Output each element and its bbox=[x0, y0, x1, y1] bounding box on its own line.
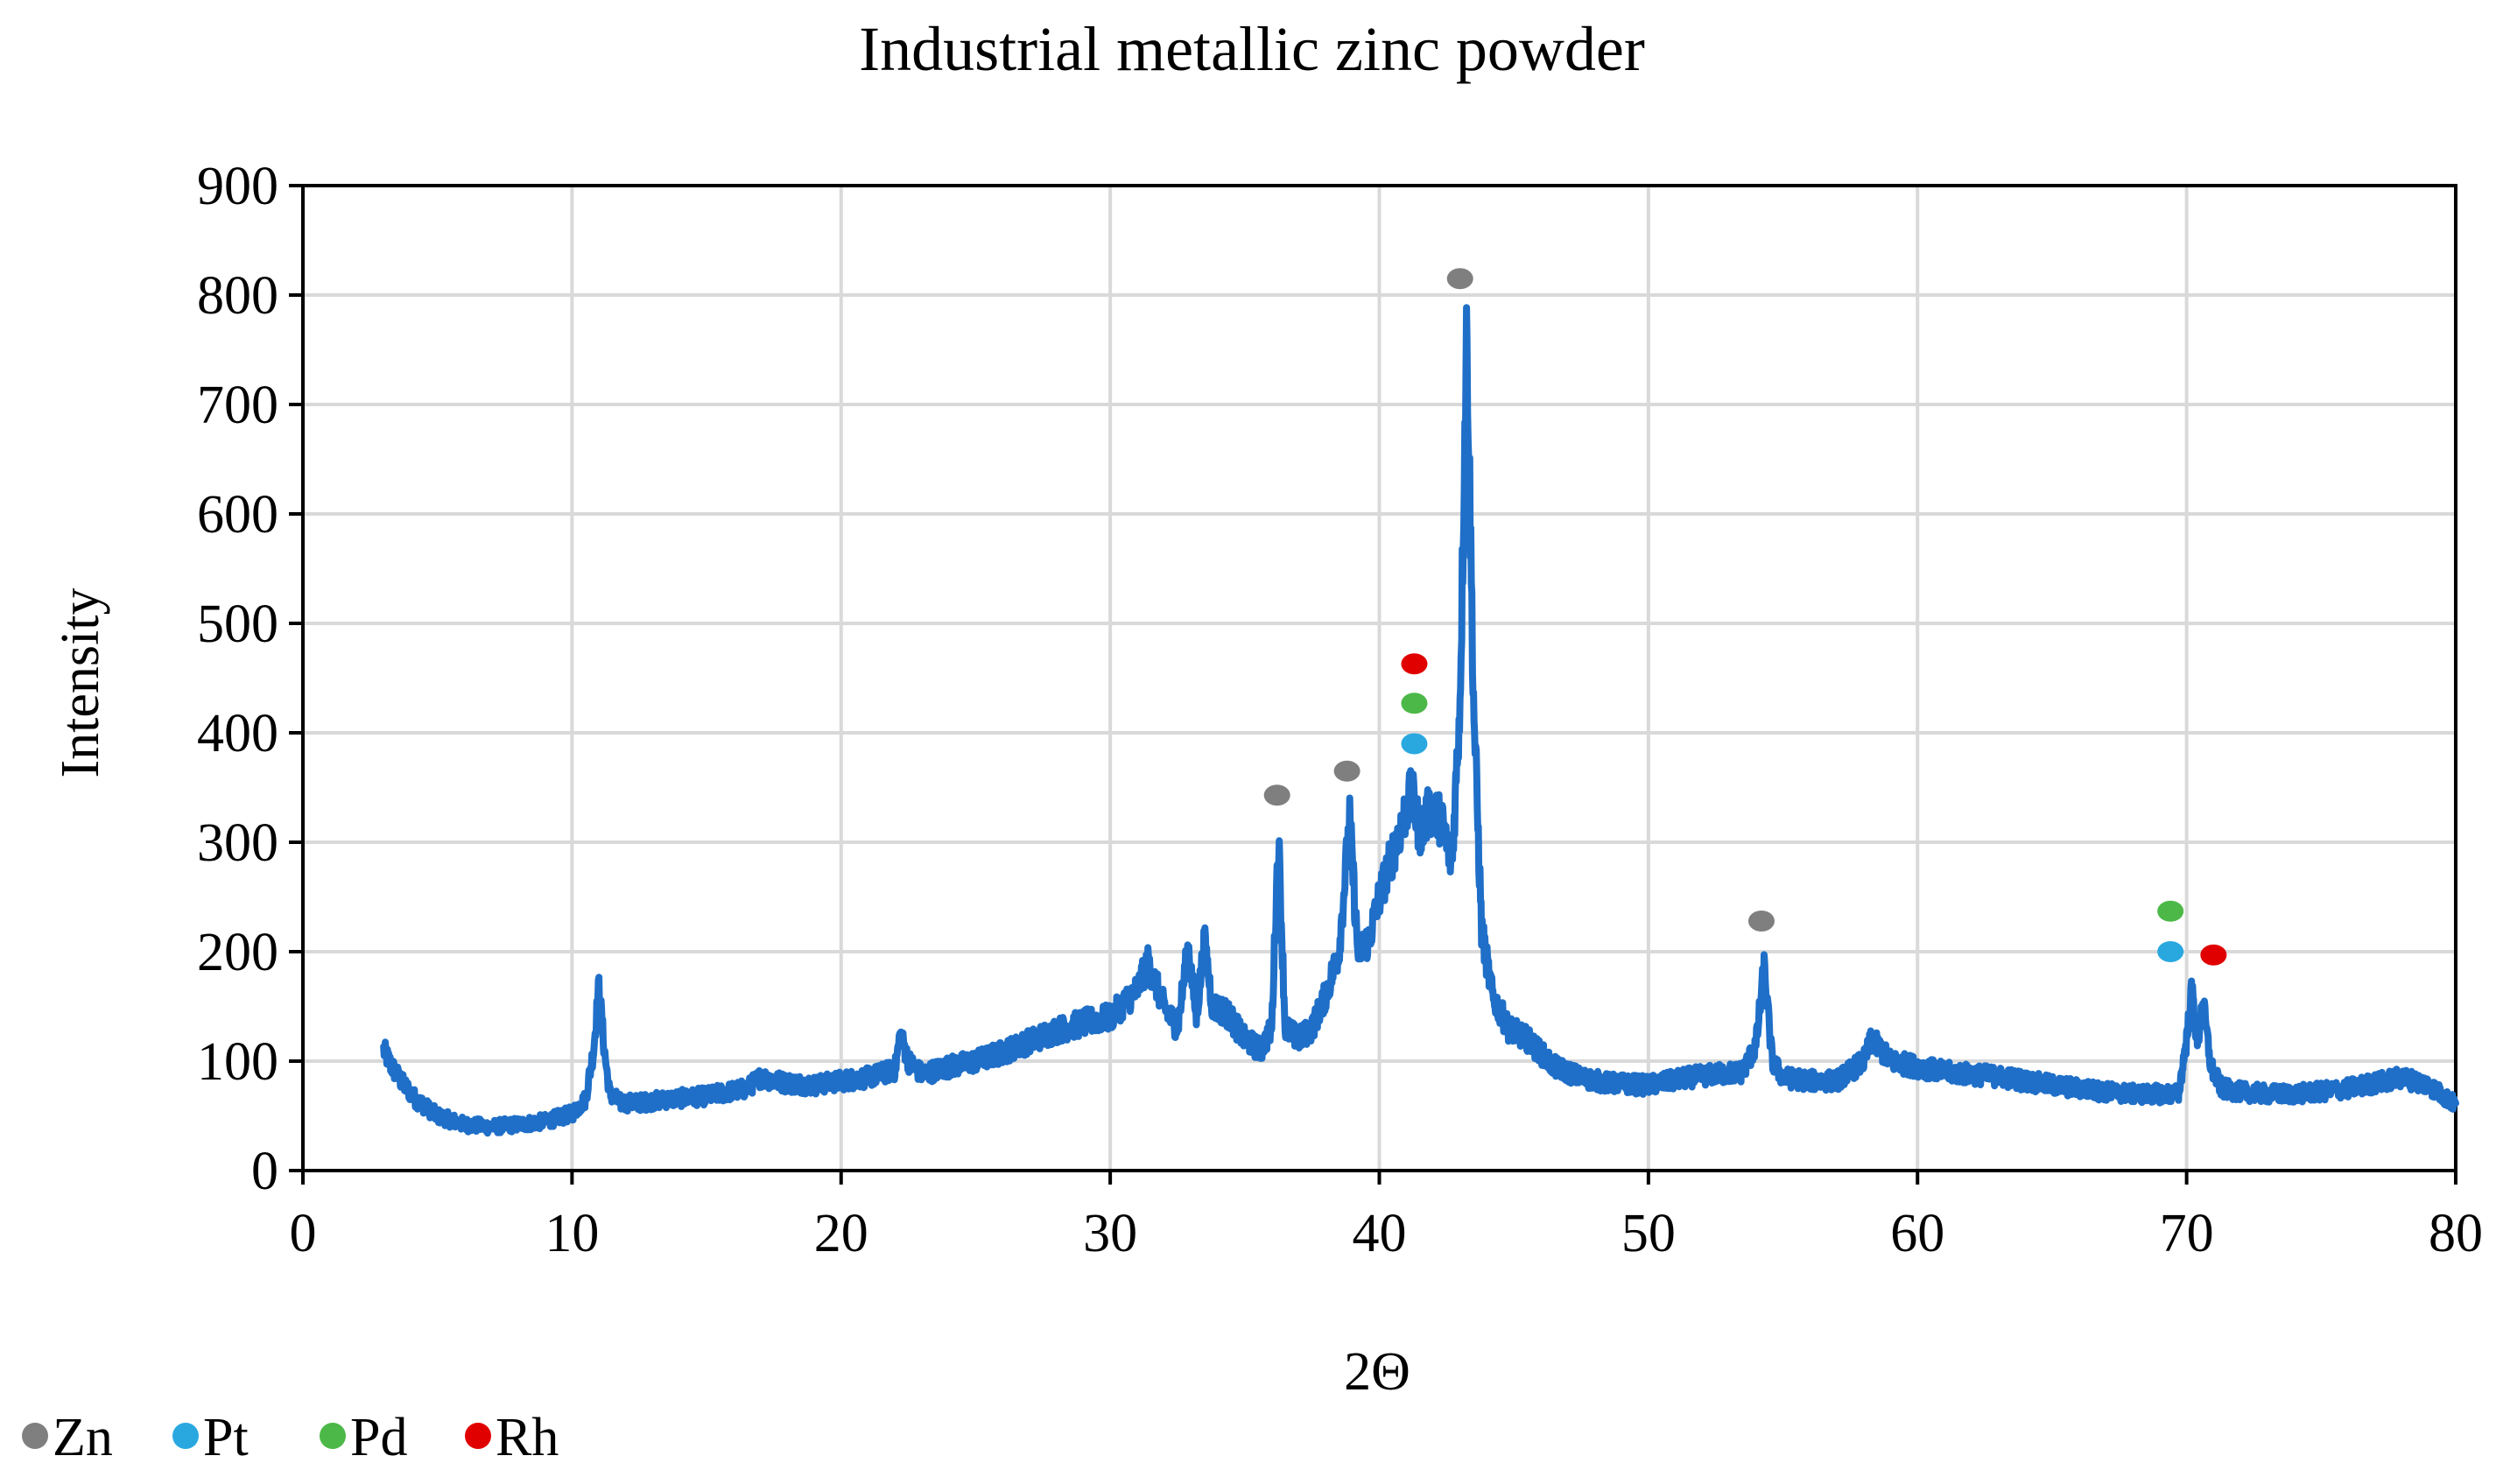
x-tick-label: 70 bbox=[2160, 1204, 2214, 1263]
legend-item-pd: Pd bbox=[320, 1408, 407, 1467]
legend-item-rh: Rh bbox=[465, 1408, 559, 1467]
y-tick-label: 200 bbox=[197, 923, 278, 982]
chart-title: Industrial metallic zinc powder bbox=[859, 14, 1645, 84]
x-tick-label: 40 bbox=[1353, 1204, 1407, 1263]
y-tick-label: 300 bbox=[197, 813, 278, 873]
y-tick-label: 0 bbox=[251, 1142, 278, 1201]
x-tick-label: 60 bbox=[1890, 1204, 1944, 1263]
x-tick-label: 0 bbox=[290, 1204, 317, 1263]
legend-label: Zn bbox=[53, 1408, 113, 1467]
legend-dot bbox=[172, 1423, 199, 1449]
y-axis-ticks: 0 100 200 300 400 500 600 700 800 900 bbox=[197, 157, 303, 1201]
phase-marker-zn bbox=[1747, 911, 1775, 932]
legend-dot bbox=[22, 1423, 48, 1449]
x-axis-label: 2Θ bbox=[1344, 1342, 1410, 1402]
legend-label: Pt bbox=[203, 1408, 249, 1467]
phase-marker-pd bbox=[1401, 693, 1428, 714]
x-tick-label: 80 bbox=[2429, 1204, 2483, 1263]
phase-marker-zn bbox=[1263, 784, 1290, 806]
phase-marker-pd bbox=[2157, 900, 2184, 922]
y-tick-label: 800 bbox=[197, 266, 278, 326]
y-tick-label: 500 bbox=[197, 594, 278, 654]
x-tick-label: 50 bbox=[1621, 1204, 1676, 1263]
y-tick-label: 600 bbox=[197, 485, 278, 545]
phase-marker-pt bbox=[2157, 941, 2184, 962]
y-axis-label: Intensity bbox=[51, 588, 110, 778]
y-tick-label: 400 bbox=[197, 704, 278, 763]
y-tick-label: 900 bbox=[197, 157, 278, 216]
legend-item-pt: Pt bbox=[172, 1408, 249, 1467]
x-tick-label: 20 bbox=[814, 1204, 868, 1263]
phase-marker-zn bbox=[1446, 268, 1473, 290]
x-tick-label: 30 bbox=[1083, 1204, 1137, 1263]
legend-dot bbox=[465, 1423, 491, 1449]
x-tick-label: 10 bbox=[545, 1204, 599, 1263]
phase-marker-zn bbox=[1333, 760, 1360, 782]
x-axis-ticks: 0 10 20 30 40 50 60 70 80 bbox=[290, 1171, 2483, 1263]
phase-marker-rh bbox=[1401, 653, 1428, 675]
legend-dot bbox=[320, 1423, 346, 1449]
gridlines bbox=[301, 184, 2457, 1172]
y-tick-label: 100 bbox=[197, 1032, 278, 1092]
legend-label: Rh bbox=[496, 1408, 559, 1467]
legend: Zn Pt Pd Rh bbox=[22, 1408, 559, 1467]
legend-label: Pd bbox=[350, 1408, 407, 1467]
xrd-series-line bbox=[380, 304, 2459, 1137]
legend-item-zn: Zn bbox=[22, 1408, 113, 1467]
phase-marker-pt bbox=[1401, 733, 1428, 755]
phase-markers bbox=[1263, 268, 2227, 966]
phase-marker-rh bbox=[2200, 944, 2227, 966]
y-tick-label: 700 bbox=[197, 376, 278, 435]
